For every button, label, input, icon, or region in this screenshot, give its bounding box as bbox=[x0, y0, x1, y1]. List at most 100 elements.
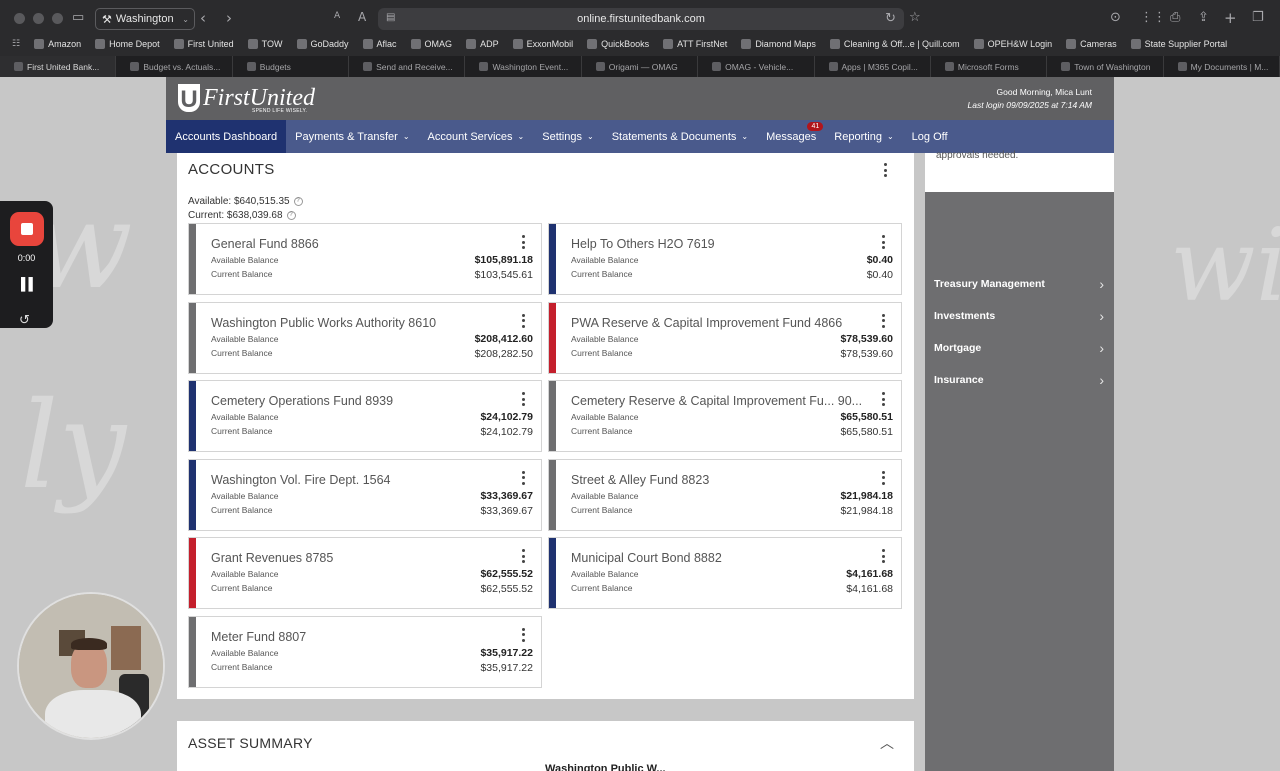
bookmark-item[interactable]: Cameras bbox=[1066, 39, 1117, 49]
address-bar[interactable]: ▤ online.firstunitedbank.com ↻ bbox=[378, 8, 904, 30]
reload-icon[interactable]: ↻ bbox=[885, 11, 896, 26]
browser-tab[interactable]: Town of Washington bbox=[1047, 56, 1164, 77]
bookmark-item[interactable]: OPEH&W Login bbox=[973, 39, 1052, 49]
account-card[interactable]: Grant Revenues 8785 Available Balance $62,… bbox=[188, 537, 542, 609]
account-menu-icon[interactable] bbox=[879, 390, 887, 408]
account-card[interactable]: Municipal Court Bond 8882 Available Balan… bbox=[548, 537, 902, 609]
account-name[interactable]: Washington Public Works Authority 8610 bbox=[211, 315, 437, 330]
page-settings-icon[interactable]: ▤ bbox=[386, 12, 396, 23]
account-card[interactable]: General Fund 8866 Available Balance $105,8… bbox=[188, 223, 542, 295]
bookmark-item[interactable]: QuickBooks bbox=[587, 39, 649, 49]
bookmark-item[interactable]: ADP bbox=[466, 39, 499, 49]
webcam-bubble[interactable] bbox=[17, 592, 165, 740]
bookmark-item[interactable]: Home Depot bbox=[95, 39, 160, 49]
sidebar-item-insurance[interactable]: Insurance › bbox=[934, 372, 1104, 388]
extensions-icon[interactable]: ⋮⋮ bbox=[1140, 10, 1166, 25]
account-name[interactable]: General Fund 8866 bbox=[211, 237, 319, 251]
bookmark-item[interactable]: ATT FirstNet bbox=[663, 39, 727, 49]
zoom-window-button[interactable] bbox=[52, 12, 63, 24]
account-name[interactable]: Meter Fund 8807 bbox=[211, 629, 307, 644]
account-name[interactable]: Washington Vol. Fire Dept. 1564 bbox=[211, 472, 391, 487]
account-card[interactable]: Cemetery Reserve & Capital Improvement F… bbox=[548, 380, 902, 452]
restart-icon[interactable]: ↺ bbox=[19, 313, 30, 328]
account-name[interactable]: Cemetery Reserve & Capital Improvement F… bbox=[571, 394, 863, 408]
account-name[interactable]: Street & Alley Fund 8823 bbox=[571, 472, 710, 487]
browser-tab[interactable]: Origami — OMAG bbox=[582, 56, 699, 77]
account-card[interactable]: Help To Others H2O 7619 Available Balance… bbox=[548, 223, 902, 295]
downloads-icon[interactable]: ⊙ bbox=[1110, 10, 1121, 25]
sidebar-item-treasury-management[interactable]: Treasury Management › bbox=[934, 276, 1104, 292]
reader-small-icon[interactable]: A bbox=[334, 11, 341, 21]
bookmark-star-icon[interactable]: ☆ bbox=[909, 10, 921, 25]
account-menu-icon[interactable] bbox=[519, 469, 527, 487]
nav-accounts-dashboard[interactable]: Accounts Dashboard bbox=[166, 120, 287, 153]
nav-log-off[interactable]: Log Off bbox=[911, 130, 948, 143]
bookmark-item[interactable]: GoDaddy bbox=[296, 39, 349, 49]
bookmark-item[interactable]: OMAG bbox=[410, 39, 452, 49]
sidebar-item-investments[interactable]: Investments › bbox=[934, 308, 1104, 324]
account-card[interactable]: Washington Vol. Fire Dept. 1564 Available… bbox=[188, 458, 542, 531]
bookmark-item[interactable]: TOW bbox=[247, 39, 283, 49]
account-card[interactable]: Street & Alley Fund 8823 Available Balanc… bbox=[548, 458, 902, 531]
nav-reporting[interactable]: Reporting ⌄ bbox=[834, 130, 894, 143]
bank-logo[interactable]: U FirstUnited SPEND LIFE WISELY. bbox=[178, 81, 315, 115]
stop-recording-button[interactable] bbox=[10, 212, 44, 246]
bookmark-item[interactable]: Amazon bbox=[34, 39, 81, 49]
browser-tab[interactable]: Apps | M365 Copil... bbox=[815, 56, 931, 77]
browser-tab[interactable]: My Documents | M... bbox=[1164, 56, 1280, 77]
accounts-menu-icon[interactable] bbox=[881, 161, 889, 179]
account-card[interactable]: Meter Fund 8807 Available Balance $35,917.… bbox=[188, 615, 542, 688]
account-menu-icon[interactable] bbox=[519, 626, 527, 644]
share-icon[interactable]: ⇪ bbox=[1198, 10, 1209, 25]
minimize-window-button[interactable] bbox=[33, 12, 44, 24]
nav-messages[interactable]: Messages 41 bbox=[757, 120, 825, 153]
account-menu-icon[interactable] bbox=[879, 469, 887, 487]
nav-payments-transfer[interactable]: Payments & Transfer ⌄ bbox=[295, 130, 410, 143]
account-card[interactable]: PWA Reserve & Capital Improvement Fund 4… bbox=[548, 301, 902, 374]
account-menu-icon[interactable] bbox=[879, 547, 887, 565]
nav-statements-documents[interactable]: Statements & Documents ⌄ bbox=[611, 130, 749, 143]
browser-tab[interactable]: Budget vs. Actuals... bbox=[116, 56, 233, 77]
account-name[interactable]: Cemetery Operations Fund 8939 bbox=[211, 394, 394, 408]
account-card[interactable]: Cemetery Operations Fund 8939 Available B… bbox=[188, 380, 542, 452]
pause-icon[interactable]: ▌▌ bbox=[21, 277, 37, 291]
account-name[interactable]: Grant Revenues 8785 bbox=[211, 551, 334, 565]
bookmark-item[interactable]: First United bbox=[173, 39, 234, 49]
bookmark-item[interactable]: Cleaning & Off...e | Quill.com bbox=[829, 39, 960, 49]
collapse-chevron-up-icon[interactable]: ︿ bbox=[880, 735, 894, 751]
account-card[interactable]: Washington Public Works Authority 8610 Av… bbox=[188, 301, 542, 374]
account-name[interactable]: Help To Others H2O 7619 bbox=[571, 237, 715, 251]
account-menu-icon[interactable] bbox=[519, 547, 527, 565]
account-name[interactable]: Municipal Court Bond 8882 bbox=[571, 551, 722, 565]
sidebar-toggle-icon[interactable]: ▭ bbox=[72, 10, 85, 25]
browser-tab[interactable]: Budgets bbox=[233, 56, 350, 77]
bookmark-item[interactable]: State Supplier Portal bbox=[1130, 39, 1227, 49]
account-menu-icon[interactable] bbox=[519, 312, 527, 330]
reader-large-icon[interactable]: A bbox=[358, 10, 367, 24]
bookmark-item[interactable]: Aflac bbox=[362, 39, 397, 49]
help-icon[interactable]: ? bbox=[293, 196, 303, 206]
browser-tab[interactable]: Send and Receive... bbox=[349, 56, 466, 77]
forward-icon[interactable]: › bbox=[226, 9, 232, 27]
nav-settings[interactable]: Settings ⌄ bbox=[542, 130, 594, 143]
printer-icon[interactable]: ⎙ bbox=[1170, 10, 1181, 25]
bookmark-item[interactable]: ExxonMobil bbox=[512, 39, 573, 49]
bookmark-item[interactable]: Diamond Maps bbox=[741, 39, 816, 49]
browser-tab[interactable]: OMAG - Vehicle... bbox=[698, 56, 815, 77]
account-name[interactable]: PWA Reserve & Capital Improvement Fund 4… bbox=[571, 315, 843, 330]
tab-group-selector[interactable]: ⚒ Washington ⌄ bbox=[95, 8, 195, 30]
account-menu-icon[interactable] bbox=[879, 233, 887, 251]
bookmarks-grid-icon[interactable]: ☷ bbox=[12, 39, 21, 49]
nav-account-services[interactable]: Account Services ⌄ bbox=[427, 130, 525, 143]
account-menu-icon[interactable] bbox=[519, 233, 527, 251]
back-icon[interactable]: ‹ bbox=[200, 9, 206, 27]
new-tab-icon[interactable]: + bbox=[1224, 9, 1237, 27]
browser-tab[interactable]: Washington Event... bbox=[465, 56, 582, 77]
account-menu-icon[interactable] bbox=[519, 390, 527, 408]
account-menu-icon[interactable] bbox=[879, 312, 887, 330]
browser-tab[interactable]: Microsoft Forms bbox=[931, 56, 1048, 77]
browser-tab[interactable]: First United Bank... bbox=[0, 56, 117, 77]
sidebar-item-mortgage[interactable]: Mortgage › bbox=[934, 340, 1104, 356]
tab-overview-icon[interactable]: ❐ bbox=[1252, 10, 1264, 25]
help-icon[interactable]: ? bbox=[286, 210, 296, 220]
